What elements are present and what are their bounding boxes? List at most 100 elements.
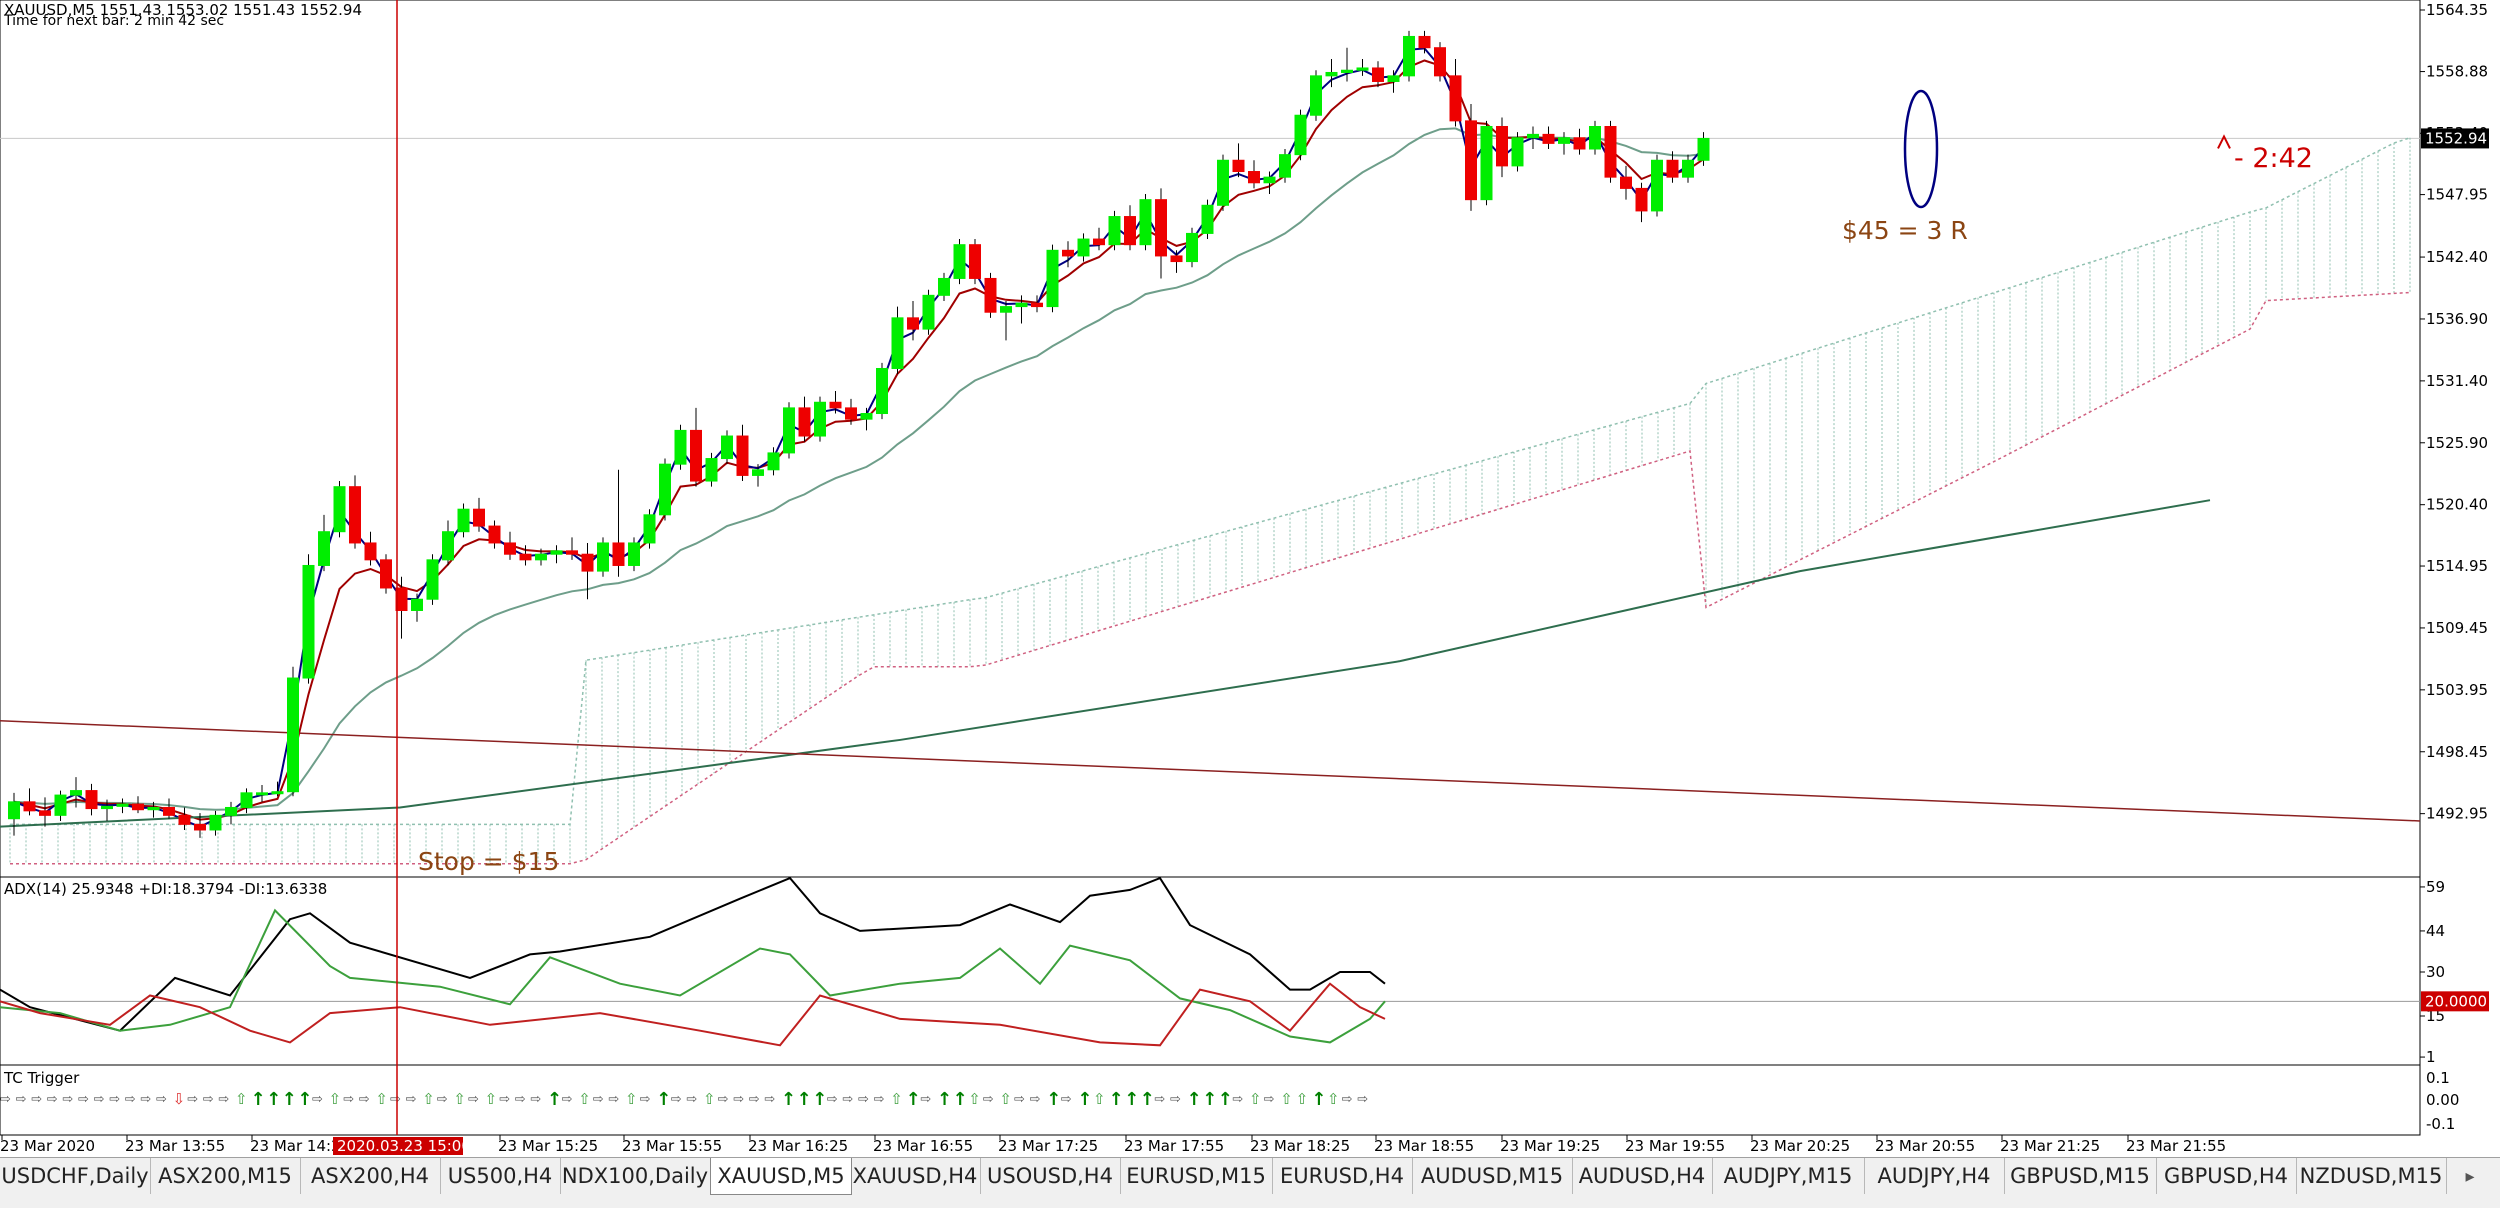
candle <box>938 277 950 296</box>
tc-signal-up-icon: ⇧ <box>999 1090 1012 1108</box>
candle <box>364 542 377 561</box>
candle <box>550 550 563 555</box>
trading-chart[interactable]: 59 44 30 15 1 20.0000 0.1 0.00 -0.1 ⇨ ⇨ ⇨ ⇨ ⇨ ⇨ ⇨ ⇨ ⇨ ⇨ ⇨ ⇩… <box>0 0 2500 1157</box>
cursor-time-label: 2020.03.23 15:00 <box>337 1137 471 1155</box>
tc-signal-neutral-icon: ⇨ <box>593 1092 604 1107</box>
tc-signal-neutral-icon: ⇨ <box>359 1092 370 1107</box>
tc-signal-up-icon: ⇧ <box>578 1090 591 1108</box>
candle <box>101 805 113 810</box>
tc-signal-up-icon: ↑ <box>1140 1089 1155 1110</box>
candle <box>504 542 516 555</box>
bar-timer: Time for next bar: 2 min 42 sec <box>4 13 225 29</box>
candle <box>1093 238 1105 246</box>
tc-signal-up-icon: ↑ <box>1187 1089 1202 1110</box>
candle <box>1356 67 1369 71</box>
chart-tab[interactable]: USOUSD,H4 <box>980 1158 1121 1194</box>
chart-tab[interactable]: XAUUSD,M5 <box>710 1158 852 1195</box>
chart-tab[interactable]: US500,H4 <box>440 1158 561 1194</box>
price-tick-label: 1520.40 <box>2426 496 2488 514</box>
candle <box>597 542 609 572</box>
candle <box>1511 137 1524 167</box>
candle <box>23 801 36 812</box>
chart-tab[interactable]: XAUUSD,H4 <box>850 1158 981 1194</box>
candle <box>147 806 160 811</box>
candle <box>442 531 454 561</box>
candle <box>1294 114 1307 156</box>
candle <box>1310 75 1322 116</box>
tc-signal-neutral-icon: ⇨ <box>312 1092 323 1107</box>
tc-signal-neutral-icon: ⇨ <box>156 1092 167 1107</box>
tc-signal-neutral-icon: ⇨ <box>827 1092 838 1107</box>
candle <box>1465 120 1477 201</box>
candle <box>953 244 966 279</box>
candle <box>1186 232 1198 263</box>
chart-tab[interactable]: NDX100,Daily <box>560 1158 711 1194</box>
candle <box>1124 216 1136 246</box>
tc-signal-neutral-icon: ⇨ <box>1030 1092 1041 1107</box>
chart-tab[interactable]: AUDUSD,H4 <box>1572 1158 1713 1194</box>
tc-signal-neutral-icon: ⇨ <box>62 1092 73 1107</box>
candle <box>659 463 671 516</box>
tc-signal-up-icon: ⇧ <box>890 1090 903 1108</box>
plus-di-line <box>0 908 1386 1044</box>
candle <box>1325 71 1338 77</box>
adx-tick-label: 15 <box>2426 1007 2445 1025</box>
chart-tab[interactable]: AUDJPY,M15 <box>1712 1158 1865 1194</box>
tc-signal-neutral-icon: ⇨ <box>390 1092 401 1107</box>
candle <box>845 407 857 420</box>
chart-tab[interactable]: USDCHF,Daily <box>0 1158 151 1194</box>
tc-signal-up-icon: ↑ <box>1218 1089 1233 1110</box>
tc-signal-neutral-icon: ⇨ <box>764 1092 775 1107</box>
chart-tab[interactable]: EURUSD,H4 <box>1272 1158 1413 1194</box>
current-price-label: 1552.94 <box>2425 129 2487 147</box>
candle <box>969 244 981 279</box>
tc-signal-up-icon: ⇧ <box>375 1090 388 1108</box>
tc-signal-up-icon: ↑ <box>906 1089 921 1110</box>
candle <box>1248 171 1260 184</box>
price-tick-label: 1531.40 <box>2426 372 2488 390</box>
candle <box>1496 125 1508 167</box>
candle <box>1620 176 1632 189</box>
candle <box>705 458 718 482</box>
candle <box>1108 216 1121 246</box>
price-tick-label: 1558.88 <box>2426 63 2488 81</box>
chart-tab[interactable]: GBPUSD,H4 <box>2156 1158 2297 1194</box>
time-tick-label: 23 Mar 15:25 <box>498 1137 598 1155</box>
candle <box>473 508 485 527</box>
tc-signal-up-icon: ⇧ <box>422 1090 435 1108</box>
tab-scroll-right-icon[interactable]: ▸ <box>2465 1166 2475 1186</box>
time-tick-label: 23 Mar 16:55 <box>873 1137 973 1155</box>
time-tick-label: 23 Mar 21:55 <box>2126 1137 2226 1155</box>
tc-signal-up-icon: ⇧ <box>1093 1090 1106 1108</box>
chart-tab[interactable]: ASX200,H4 <box>300 1158 441 1194</box>
chart-tab[interactable]: AUDUSD,M15 <box>1412 1158 1573 1194</box>
candle <box>907 317 919 330</box>
candle <box>1263 176 1276 184</box>
chart-tab[interactable]: ASX200,M15 <box>150 1158 301 1194</box>
tc-signal-up-icon: ⇧ <box>625 1090 638 1108</box>
tc-signal-neutral-icon: ⇨ <box>94 1092 105 1107</box>
tc-signal-neutral-icon: ⇨ <box>16 1092 27 1107</box>
tc-signal-neutral-icon: ⇨ <box>1342 1092 1353 1107</box>
candle <box>783 407 795 454</box>
price-tick-label: 1525.90 <box>2426 434 2488 452</box>
price-tick-label: 1509.45 <box>2426 619 2488 637</box>
tc-signal-neutral-icon: ⇨ <box>920 1092 931 1107</box>
chart-tab[interactable]: NZDUSD,M15 <box>2296 1158 2447 1194</box>
tc-signal-neutral-icon: ⇨ <box>1232 1092 1243 1107</box>
chart-tab[interactable]: GBPUSD,M15 <box>2004 1158 2157 1194</box>
tc-signal-up-icon: ⇧ <box>1280 1090 1293 1108</box>
candle <box>380 559 392 589</box>
tc-signal-neutral-icon: ⇨ <box>733 1092 744 1107</box>
tc-signal-up-icon: ⇧ <box>1327 1090 1340 1108</box>
chart-tab[interactable]: EURUSD,M15 <box>1120 1158 1273 1194</box>
tc-signal-up-icon: ⇧ <box>1249 1090 1262 1108</box>
candle <box>1155 199 1167 257</box>
chart-tab[interactable]: AUDJPY,H4 <box>1864 1158 2005 1194</box>
tc-signal-neutral-icon: ⇨ <box>437 1092 448 1107</box>
candle <box>54 794 67 816</box>
tc-signal-neutral-icon: ⇨ <box>874 1092 885 1107</box>
tc-signal-neutral-icon: ⇨ <box>1014 1092 1025 1107</box>
time-tick-label: 23 Mar 16:25 <box>748 1137 848 1155</box>
adx-tick-label: 30 <box>2426 963 2445 981</box>
